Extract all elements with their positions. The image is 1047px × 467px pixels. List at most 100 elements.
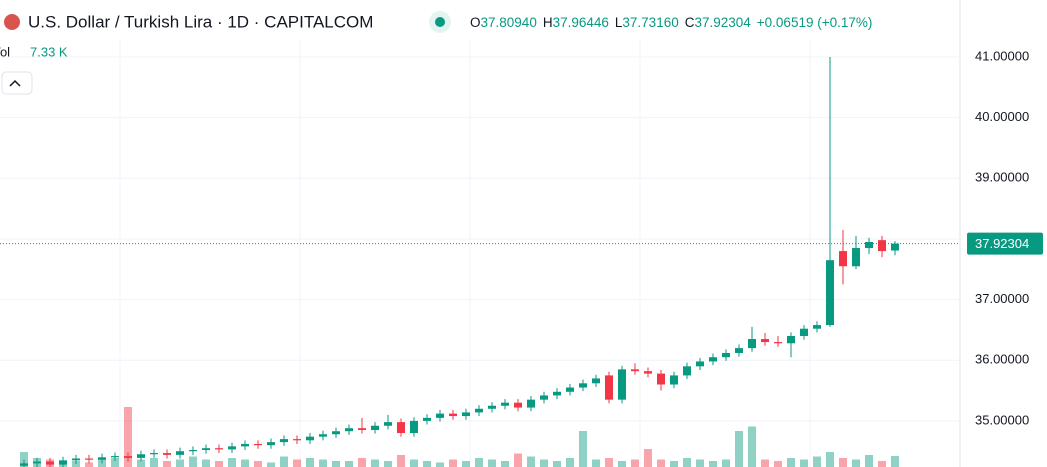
volume-bar: [358, 458, 366, 467]
grid: [0, 56, 960, 422]
volume-bar: [761, 459, 769, 467]
candle-body: [397, 422, 405, 434]
volume-bar: [72, 461, 80, 467]
volume-bar: [20, 452, 28, 467]
candle-body: [137, 454, 145, 458]
candle-body: [566, 387, 574, 392]
candle-body: [228, 446, 236, 450]
candle-body: [254, 443, 262, 446]
ohlc-label: L: [615, 15, 623, 30]
volume-bar: [319, 459, 327, 467]
candle-body: [683, 366, 691, 376]
candle-body: [852, 248, 860, 267]
volume-bar: [826, 452, 834, 467]
candle-body: [72, 458, 80, 461]
candle-body: [423, 417, 431, 421]
candle-body: [865, 241, 873, 249]
volume-bar: [202, 459, 210, 467]
candle-body: [475, 408, 483, 413]
candle-body: [306, 436, 314, 441]
candle-body: [449, 413, 457, 417]
volume-bar: [592, 459, 600, 467]
candle-body: [800, 328, 808, 336]
volume-bar: [371, 459, 379, 467]
volume-bar: [423, 461, 431, 467]
change: +0.06519 (+0.17%): [757, 15, 873, 30]
volume-bar: [540, 459, 548, 467]
volume-bar: [709, 461, 717, 467]
volume-bar: [254, 461, 262, 467]
volume-bar: [605, 458, 613, 467]
last-price-box: [967, 232, 1043, 255]
volume-bar: [332, 461, 340, 467]
volume-label: Vol: [0, 44, 10, 59]
candle-body: [215, 448, 223, 450]
volume-bar: [384, 461, 392, 467]
candle-body: [748, 339, 756, 349]
volume-bar: [228, 458, 236, 467]
volume-bar: [85, 462, 93, 467]
ohlc-label: C: [685, 15, 695, 30]
candle-body: [332, 431, 340, 435]
candle-body: [592, 378, 600, 384]
candle-body: [670, 375, 678, 385]
candle-body: [241, 443, 249, 447]
candle-body: [345, 428, 353, 432]
volume-bar: [657, 459, 665, 467]
volume-bar: [865, 455, 873, 467]
volume-bar: [436, 462, 444, 467]
candle-body: [735, 348, 743, 353]
status-dot: [435, 17, 445, 27]
candle-body: [878, 240, 886, 252]
candle-body: [826, 260, 834, 326]
volume-bar: [735, 431, 743, 467]
y-tick-label: 35.00000: [975, 412, 1029, 427]
candle-body: [462, 412, 470, 417]
candle-body: [163, 453, 171, 455]
candle-body: [761, 339, 769, 343]
volume-bar: [683, 458, 691, 467]
ohlc-value: 37.96446: [553, 15, 609, 30]
vertical-grid: [119, 40, 811, 467]
candle-body: [488, 405, 496, 409]
volume-bar: [787, 458, 795, 467]
volume-bar: [553, 461, 561, 467]
candle-body: [46, 461, 54, 465]
ohlc-value: 37.73160: [622, 15, 678, 30]
volume-bar: [215, 461, 223, 467]
candle-body: [631, 369, 639, 372]
volume-bar: [163, 461, 171, 467]
candle-body: [813, 325, 821, 329]
volume-bar: [891, 456, 899, 467]
volume-bar: [137, 459, 145, 467]
candle-body: [176, 451, 184, 455]
volume-bar: [852, 459, 860, 467]
collapse-icon: [9, 79, 21, 87]
candle-body: [280, 439, 288, 443]
volume-bar: [280, 456, 288, 467]
candle-body: [33, 461, 41, 464]
volume-bar: [410, 459, 418, 467]
candle-body: [722, 352, 730, 358]
candle-body: [709, 357, 717, 362]
ohlc-label: H: [543, 15, 553, 30]
volume-pane: [20, 407, 899, 467]
volume-bar: [618, 461, 626, 467]
volume-bar: [267, 462, 275, 467]
volume-bar: [579, 431, 587, 467]
candle-body: [553, 391, 561, 396]
ohlc-value: 37.80940: [481, 15, 537, 30]
volume-bar: [488, 459, 496, 467]
symbol-title: U.S. Dollar / Turkish Lira · 1D · CAPITA…: [28, 12, 373, 31]
volume-bar: [150, 458, 158, 467]
candle-body: [98, 457, 106, 460]
candle-body: [891, 243, 899, 251]
symbol-icon: [4, 14, 20, 30]
candle-body: [150, 453, 158, 455]
volume-bar: [774, 461, 782, 467]
volume-bar: [722, 459, 730, 467]
volume-bar: [111, 458, 119, 467]
volume-bar: [566, 458, 574, 467]
candle-body: [189, 450, 197, 452]
